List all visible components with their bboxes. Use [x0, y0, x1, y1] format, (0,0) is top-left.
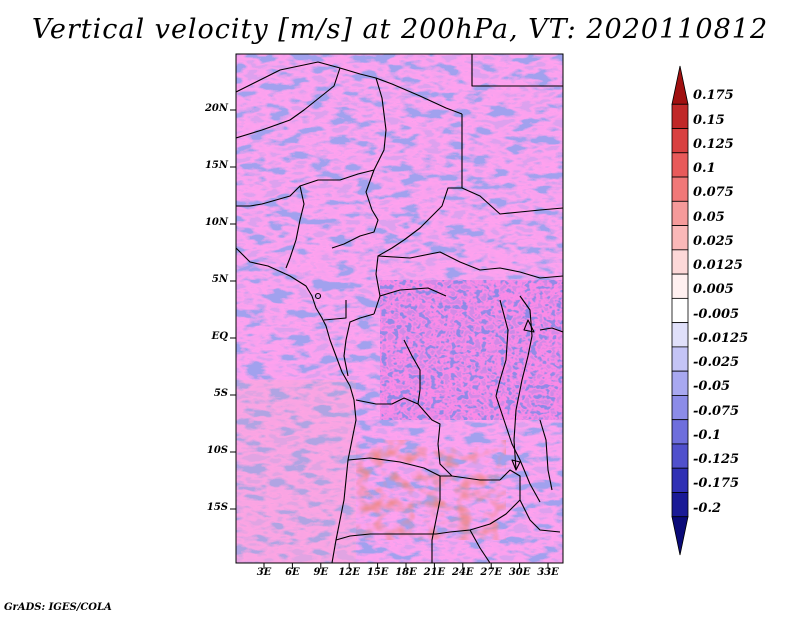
colorbar-swatch: [671, 419, 689, 445]
colorbar: [671, 65, 689, 556]
colorbar-swatch: [671, 492, 689, 518]
lon-label: 3E: [256, 567, 272, 578]
colorbar-label: -0.175: [693, 476, 740, 492]
map-frame: [235, 53, 564, 564]
colorbar-swatch: [671, 297, 689, 324]
colorbar-label: -0.005: [693, 306, 740, 322]
coastline: [236, 247, 357, 563]
colorbar-label: 0.175: [693, 88, 734, 104]
colorbar-label: -0.2: [693, 500, 722, 516]
lat-label: 5N: [211, 274, 228, 285]
colorbar-swatch: [671, 128, 689, 154]
lon-label: 12E: [338, 567, 360, 578]
colorbar-swatch: [671, 516, 689, 556]
lat-label: 10S: [206, 445, 228, 456]
colorbar-label: 0.025: [693, 233, 734, 249]
colorbar-swatch: [671, 176, 689, 202]
colorbar-swatch: [671, 103, 689, 129]
lat-label: 10N: [204, 217, 228, 228]
colorbar-swatch: [671, 65, 689, 105]
colorbar-label: -0.05: [693, 379, 731, 395]
lon-label: 6E: [285, 567, 300, 578]
colorbar-swatch: [671, 152, 689, 178]
velocity-field: [236, 54, 563, 563]
lon-label: 18E: [395, 567, 417, 578]
lon-label: 30E: [508, 567, 531, 578]
colorbar-label: 0.15: [693, 112, 725, 128]
grads-credit: GrADS: IGES/COLA: [4, 602, 112, 613]
colorbar-swatch: [671, 370, 689, 396]
colorbar-label: 0.125: [693, 136, 734, 152]
colorbar-label: 0.05: [693, 209, 725, 225]
colorbar-swatch: [671, 443, 689, 469]
lon-label: 33E: [537, 567, 559, 578]
colorbar-swatch: [671, 346, 689, 372]
colorbar-label: 0.0125: [693, 258, 743, 274]
colorbar-swatch: [671, 273, 689, 299]
lon-label: 27E: [480, 567, 502, 578]
colorbar-label: -0.075: [693, 403, 740, 419]
lon-label: 24E: [452, 567, 474, 578]
country-borders: [236, 54, 563, 563]
colorbar-swatch: [671, 322, 689, 348]
colorbar-label: -0.125: [693, 452, 740, 468]
colorbar-swatch: [671, 249, 689, 275]
colorbar-label: 0.075: [693, 185, 734, 201]
map-title: Vertical velocity [m/s] at 200hPa, VT: 2…: [31, 14, 769, 45]
colorbar-swatch: [671, 395, 689, 421]
lat-label: 5S: [213, 388, 228, 399]
colorbar-label: -0.025: [693, 355, 740, 371]
colorbar-swatch: [671, 200, 689, 226]
colorbar-label: 0.005: [693, 282, 734, 298]
lat-label: 15S: [206, 502, 228, 513]
lon-label: 9E: [313, 567, 329, 578]
lon-label: 15E: [366, 567, 389, 578]
colorbar-label: 0.1: [693, 161, 716, 177]
colorbar-label: -0.0125: [693, 330, 749, 346]
lat-label: EQ: [211, 331, 228, 342]
lat-label: 20N: [204, 103, 228, 114]
colorbar-swatch: [671, 467, 689, 493]
colorbar-swatch: [671, 225, 689, 251]
axis-ticks: [230, 109, 549, 569]
lon-label: 21E: [423, 567, 446, 578]
colorbar-label: -0.1: [693, 427, 722, 443]
lat-label: 15N: [204, 160, 228, 171]
